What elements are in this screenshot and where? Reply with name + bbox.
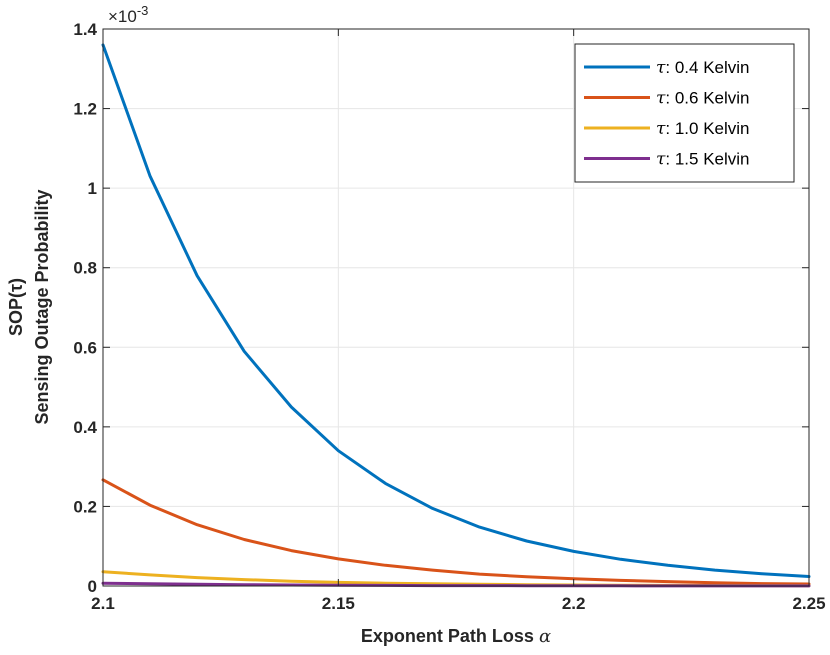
- tick-marks: [102, 28, 810, 587]
- tick-labels: 2.1 2.15 2.2 2.25 0 0.2 0.4 0.6 0.8 1 1.2 1.4: [73, 20, 825, 613]
- legend-label-3: τ: 1.0 Kelvin: [656, 119, 750, 139]
- y-tick-label: 0.2: [73, 497, 97, 516]
- legend-series-name: : 1.5 Kelvin: [665, 150, 749, 169]
- x-tick-label: 2.25: [792, 594, 825, 613]
- y-tick-label: 0.6: [73, 338, 97, 357]
- grid-lines: [103, 29, 809, 586]
- y-tick-label: 0.8: [73, 259, 97, 278]
- x-tick-label: 2.2: [562, 594, 586, 613]
- x-tick-label: 2.1: [91, 594, 115, 613]
- y-tick-label: 1: [88, 179, 97, 198]
- y-exponent-label: ×10-3: [108, 3, 148, 26]
- x-axis-label: Exponent Path Loss α: [361, 626, 551, 647]
- y-tick-label: 0.4: [73, 418, 97, 437]
- legend-series-name: : 0.6 Kelvin: [665, 89, 749, 108]
- y-tick-label: 1.2: [73, 100, 97, 119]
- legend-tau-symbol: τ: [656, 58, 666, 78]
- series-line-2: [101, 478, 811, 586]
- x-tick-label: 2.15: [322, 594, 355, 613]
- y-axis-label-line2: Sensing Outage Probability: [32, 189, 52, 424]
- y-axis-label-line1: SOP(τ): [6, 278, 26, 336]
- y-tick-label: 0: [88, 577, 97, 596]
- legend-series-name: : 1.0 Kelvin: [665, 119, 749, 138]
- legend-label-2: τ: 0.6 Kelvin: [656, 89, 750, 109]
- legend-label-1: τ: 0.4 Kelvin: [656, 58, 750, 78]
- legend-tau-symbol: τ: [656, 119, 666, 139]
- legend-tau-symbol: τ: [656, 150, 666, 170]
- plot-frame: [102, 28, 810, 587]
- legend-series-name: : 0.4 Kelvin: [665, 58, 749, 77]
- legend-label-4: τ: 1.5 Kelvin: [656, 150, 750, 170]
- legend-tau-symbol: τ: [656, 89, 666, 109]
- y-axis-label: SOP(τ) Sensing Outage Probability: [6, 189, 52, 424]
- y-tick-label: 1.4: [73, 20, 97, 39]
- series-line-1: [101, 43, 811, 578]
